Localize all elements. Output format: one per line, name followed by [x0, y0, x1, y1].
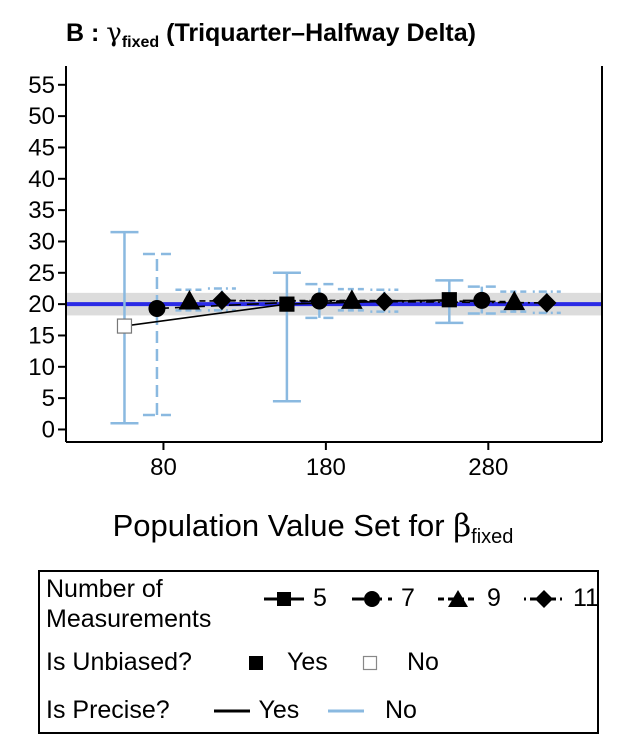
- marker-s7-p1: [310, 292, 328, 310]
- marker-s5-p1: [279, 296, 295, 312]
- legend-unbiased-yes: Yes: [246, 648, 328, 677]
- legend-circle-marker-icon: [352, 591, 392, 608]
- title-symbol: γ: [106, 18, 122, 48]
- marker-s11-p2: [537, 293, 557, 313]
- title-subscript: fixed: [121, 34, 160, 51]
- legend-precise-no: No: [326, 696, 417, 725]
- chart-title: B : γfixed (Triquarter–Halfway Delta): [66, 18, 476, 52]
- legend-unbiased-no-label: No: [406, 648, 439, 676]
- x-axis-label-subscript: fixed: [471, 526, 514, 549]
- legend-unbiased-title: Is Unbiased?: [46, 648, 192, 676]
- marker-s5-p2: [441, 292, 457, 308]
- x-axis-label-symbol: β: [453, 508, 472, 544]
- x-tick-label: 280: [468, 454, 508, 481]
- legend-unbiased-no: No: [360, 648, 439, 677]
- legend-item-9: 9: [436, 584, 501, 613]
- y-tick-label: 25: [28, 260, 55, 287]
- y-tick-label: 10: [28, 354, 55, 381]
- marker-s11-p0: [212, 290, 232, 311]
- x-axis-label-text: Population Value Set for: [112, 508, 454, 543]
- legend-item-5: 5: [262, 584, 327, 613]
- filled-square-icon: [249, 656, 263, 671]
- error-bar-s5-p1: [272, 271, 301, 403]
- y-tick-label: 55: [28, 72, 55, 99]
- error-bar-s7-p0: [142, 252, 171, 417]
- legend-precise-title: Is Precise?: [46, 696, 170, 724]
- legend-label-11: 11: [572, 584, 599, 612]
- legend-measurements-title: Number of Measurements: [46, 574, 211, 634]
- marker-s9-p0: [178, 289, 201, 310]
- legend-triangle-marker-icon: [438, 590, 478, 608]
- marker-s7-p0: [148, 300, 166, 318]
- marker-s9-p2: [503, 290, 526, 311]
- title-separator: :: [91, 19, 100, 47]
- legend-precise-no-label: No: [384, 696, 417, 724]
- y-tick-label: 50: [28, 103, 55, 130]
- marker-s11-p1: [374, 291, 395, 312]
- error-bar-s7-p2: [467, 285, 496, 315]
- y-tick-label: 5: [42, 385, 55, 412]
- legend-square-marker-icon: [264, 592, 304, 607]
- error-bar-s7-p1: [305, 282, 334, 320]
- legend-label-7: 7: [400, 584, 415, 612]
- y-tick-label: 0: [42, 416, 55, 443]
- y-tick-label: 20: [28, 291, 55, 318]
- x-axis-label: Population Value Set for βfixed: [0, 508, 626, 549]
- legend-precise-yes: Yes: [212, 696, 299, 725]
- y-tick-label: 40: [28, 166, 55, 193]
- marker-s5-p0: [116, 318, 133, 334]
- x-tick-label: 80: [150, 454, 177, 481]
- y-tick-label: 30: [28, 228, 55, 255]
- chart-plot: 0 5 10 15 20 25 30 35 40 45 50 55 80 180 280: [28, 66, 603, 481]
- legend-item-11: 11: [522, 584, 599, 613]
- legend-measurements-title-line1: Number of: [46, 575, 163, 603]
- x-tick-label: 180: [306, 454, 346, 481]
- blue-line-icon: [328, 709, 364, 713]
- legend-label-9: 9: [486, 584, 501, 612]
- title-text: (Triquarter–Halfway Delta): [166, 19, 476, 47]
- marker-s9-p1: [341, 289, 363, 309]
- black-line-icon: [214, 709, 250, 713]
- legend-measurements-title-line2: Measurements: [46, 605, 212, 633]
- panel-label: B: [66, 19, 85, 47]
- legend-item-7: 7: [350, 584, 415, 613]
- legend-precise-yes-label: Yes: [258, 696, 300, 724]
- legend-diamond-marker-icon: [524, 590, 564, 609]
- y-tick-label: 45: [28, 134, 55, 161]
- y-tick-label: 15: [28, 322, 55, 349]
- legend: Number of Measurements 5 7 9 11 Is Unbia…: [38, 570, 599, 734]
- legend-label-5: 5: [312, 584, 327, 612]
- marker-s7-p2: [473, 291, 491, 309]
- y-tick-label: 35: [28, 197, 55, 224]
- open-square-icon: [362, 656, 378, 671]
- legend-unbiased-yes-label: Yes: [286, 648, 328, 676]
